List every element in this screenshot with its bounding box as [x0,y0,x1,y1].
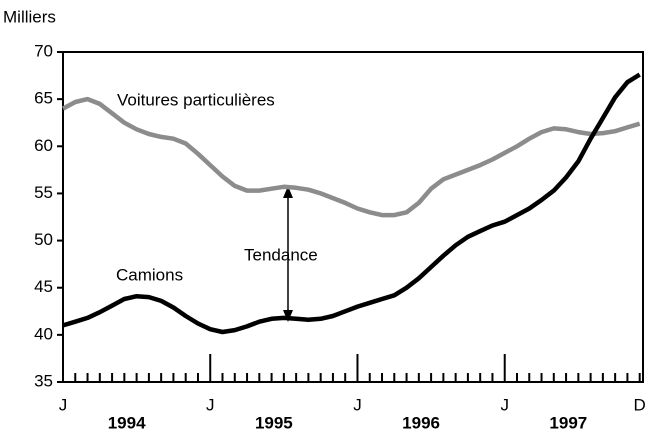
plot-frame [62,51,644,383]
series-line [61,96,641,218]
year-label: 1995 [255,413,293,432]
year-label: 1997 [549,413,587,432]
y-tick-label: 35 [34,371,53,390]
year-label: 1994 [108,413,146,432]
y-tick-label: 60 [34,136,53,155]
y-tick-label: 70 [34,41,53,60]
y-tick-label: 55 [34,183,53,202]
y-tick-label: 50 [34,230,53,249]
year-label: 1996 [402,413,440,432]
x-tick-label: J [500,395,509,414]
y-tick-label: 40 [34,324,53,343]
y-axis-label: Milliers [3,7,56,26]
y-tick-label: 45 [34,277,53,296]
x-tick-label: J [353,395,362,414]
x-tick-label: D [634,395,646,414]
annotation: Tendance [244,245,318,264]
series-label: Camions [116,265,183,284]
series-label: Voitures particulières [117,90,275,109]
series-line [62,72,641,335]
x-tick-label: J [206,395,215,414]
y-tick-label: 65 [34,89,53,108]
x-tick-label: J [59,395,68,414]
